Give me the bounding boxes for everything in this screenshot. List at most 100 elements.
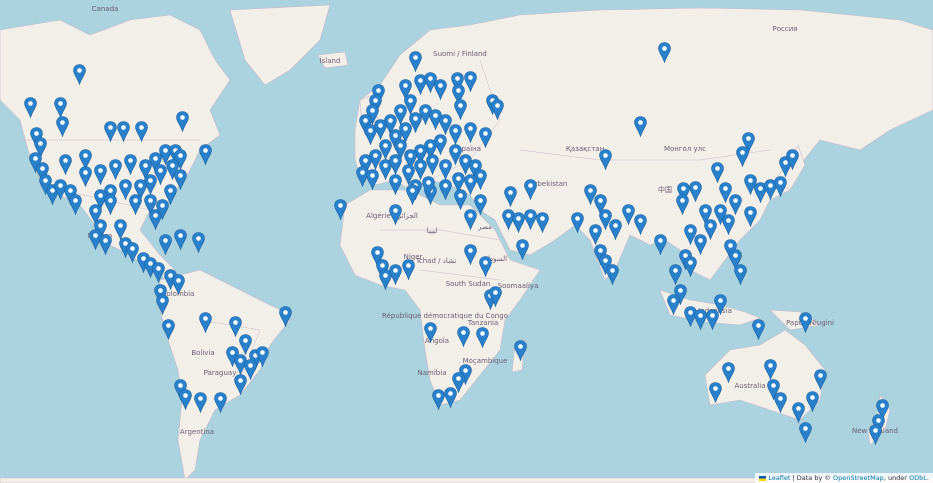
map-pin-icon[interactable] bbox=[405, 183, 419, 206]
map-pin-icon[interactable] bbox=[228, 315, 242, 338]
map-pin-icon[interactable] bbox=[443, 386, 457, 409]
map-pin-icon[interactable] bbox=[453, 98, 467, 121]
map-pin-icon[interactable] bbox=[78, 165, 92, 188]
map-pin-icon[interactable] bbox=[365, 168, 379, 191]
map-pin-icon[interactable] bbox=[72, 63, 86, 86]
map-pin-icon[interactable] bbox=[128, 193, 142, 216]
map-pin-icon[interactable] bbox=[58, 153, 72, 176]
map-pin-icon[interactable] bbox=[721, 361, 735, 384]
map-pin-icon[interactable] bbox=[243, 358, 257, 381]
map-pin-icon[interactable] bbox=[278, 305, 292, 328]
map-pin-icon[interactable] bbox=[113, 218, 127, 241]
map-pin-icon[interactable] bbox=[791, 401, 805, 424]
map-pin-icon[interactable] bbox=[23, 96, 37, 119]
map-pin-icon[interactable] bbox=[463, 243, 477, 266]
map-pin-icon[interactable] bbox=[136, 251, 150, 274]
map-pin-icon[interactable] bbox=[728, 193, 742, 216]
map-pin-icon[interactable] bbox=[513, 339, 527, 362]
map-pin-icon[interactable] bbox=[583, 183, 597, 206]
osm-link[interactable]: OpenStreetMap bbox=[832, 474, 884, 482]
map-pin-icon[interactable] bbox=[161, 318, 175, 341]
map-pin-icon[interactable] bbox=[523, 208, 537, 231]
map-pin-icon[interactable] bbox=[103, 193, 117, 216]
map-pin-icon[interactable] bbox=[148, 151, 162, 174]
map-pin-icon[interactable] bbox=[735, 145, 749, 168]
map-pin-icon[interactable] bbox=[683, 223, 697, 246]
map-pin-icon[interactable] bbox=[666, 293, 680, 316]
map-pin-icon[interactable] bbox=[408, 50, 422, 73]
map-pin-icon[interactable] bbox=[225, 345, 239, 368]
map-pin-icon[interactable] bbox=[118, 178, 132, 201]
map-pin-icon[interactable] bbox=[393, 103, 407, 126]
map-pin-icon[interactable] bbox=[675, 193, 689, 216]
map-pin-icon[interactable] bbox=[773, 175, 787, 198]
map-pin-icon[interactable] bbox=[428, 108, 442, 131]
map-pin-icon[interactable] bbox=[68, 193, 82, 216]
map-pin-icon[interactable] bbox=[621, 203, 635, 226]
map-pin-icon[interactable] bbox=[693, 308, 707, 331]
map-pin-icon[interactable] bbox=[116, 120, 130, 143]
map-pin-icon[interactable] bbox=[413, 158, 427, 181]
map-pin-icon[interactable] bbox=[155, 293, 169, 316]
map-pin-icon[interactable] bbox=[598, 148, 612, 171]
map-pin-icon[interactable] bbox=[705, 308, 719, 331]
map-pin-icon[interactable] bbox=[868, 423, 882, 446]
map-pin-icon[interactable] bbox=[633, 115, 647, 138]
map-pin-icon[interactable] bbox=[368, 148, 382, 171]
map-pin-icon[interactable] bbox=[458, 153, 472, 176]
map-pin-icon[interactable] bbox=[398, 121, 412, 144]
map-pin-icon[interactable] bbox=[473, 168, 487, 191]
map-pin-icon[interactable] bbox=[163, 268, 177, 291]
map-pin-icon[interactable] bbox=[743, 173, 757, 196]
map-pin-icon[interactable] bbox=[488, 285, 502, 308]
map-pin-icon[interactable] bbox=[673, 283, 687, 306]
leaflet-link[interactable]: Leaflet bbox=[768, 474, 791, 482]
map-pin-icon[interactable] bbox=[463, 173, 477, 196]
map-pin-icon[interactable] bbox=[103, 120, 117, 143]
map-pin-icon[interactable] bbox=[653, 233, 667, 256]
map-pin-icon[interactable] bbox=[438, 178, 452, 201]
map-pin-icon[interactable] bbox=[473, 193, 487, 216]
map-pin-icon[interactable] bbox=[233, 353, 247, 376]
map-pin-icon[interactable] bbox=[710, 161, 724, 184]
map-pin-icon[interactable] bbox=[588, 223, 602, 246]
map-pin-icon[interactable] bbox=[93, 163, 107, 186]
map-pin-icon[interactable] bbox=[438, 113, 452, 136]
map-pin-icon[interactable] bbox=[423, 321, 437, 344]
map-pin-icon[interactable] bbox=[570, 211, 584, 234]
map-pin-icon[interactable] bbox=[763, 358, 777, 381]
map-pin-icon[interactable] bbox=[88, 228, 102, 251]
map-pin-icon[interactable] bbox=[198, 143, 212, 166]
map-pin-icon[interactable] bbox=[191, 231, 205, 254]
map-pin-icon[interactable] bbox=[657, 41, 671, 64]
map-pin-icon[interactable] bbox=[608, 218, 622, 241]
map-pin-icon[interactable] bbox=[668, 263, 682, 286]
map-pin-icon[interactable] bbox=[173, 168, 187, 191]
map-pin-icon[interactable] bbox=[718, 181, 732, 204]
map-pin-icon[interactable] bbox=[171, 273, 185, 296]
map-pin-icon[interactable] bbox=[55, 115, 69, 138]
map-pin-icon[interactable] bbox=[423, 71, 437, 94]
map-pin-icon[interactable] bbox=[155, 198, 169, 221]
map-pin-icon[interactable] bbox=[151, 261, 165, 284]
map-pin-icon[interactable] bbox=[766, 378, 780, 401]
map-pin-icon[interactable] bbox=[425, 153, 439, 176]
map-pin-icon[interactable] bbox=[238, 333, 252, 356]
map-pin-icon[interactable] bbox=[683, 255, 697, 278]
map-pin-icon[interactable] bbox=[134, 120, 148, 143]
map-pin-icon[interactable] bbox=[805, 390, 819, 413]
map-pin-icon[interactable] bbox=[403, 93, 417, 116]
map-pin-icon[interactable] bbox=[28, 151, 42, 174]
map-pin-icon[interactable] bbox=[333, 198, 347, 221]
map-pin-icon[interactable] bbox=[448, 123, 462, 146]
map-pin-icon[interactable] bbox=[463, 208, 477, 231]
map-pin-icon[interactable] bbox=[98, 233, 112, 256]
map-pin-icon[interactable] bbox=[178, 388, 192, 411]
map-pin-icon[interactable] bbox=[478, 126, 492, 149]
map-pin-icon[interactable] bbox=[475, 326, 489, 349]
map-pin-icon[interactable] bbox=[355, 165, 369, 188]
map-pin-icon[interactable] bbox=[458, 363, 472, 386]
map-pin-icon[interactable] bbox=[433, 78, 447, 101]
map-pin-icon[interactable] bbox=[503, 185, 517, 208]
map-pin-icon[interactable] bbox=[125, 241, 139, 264]
